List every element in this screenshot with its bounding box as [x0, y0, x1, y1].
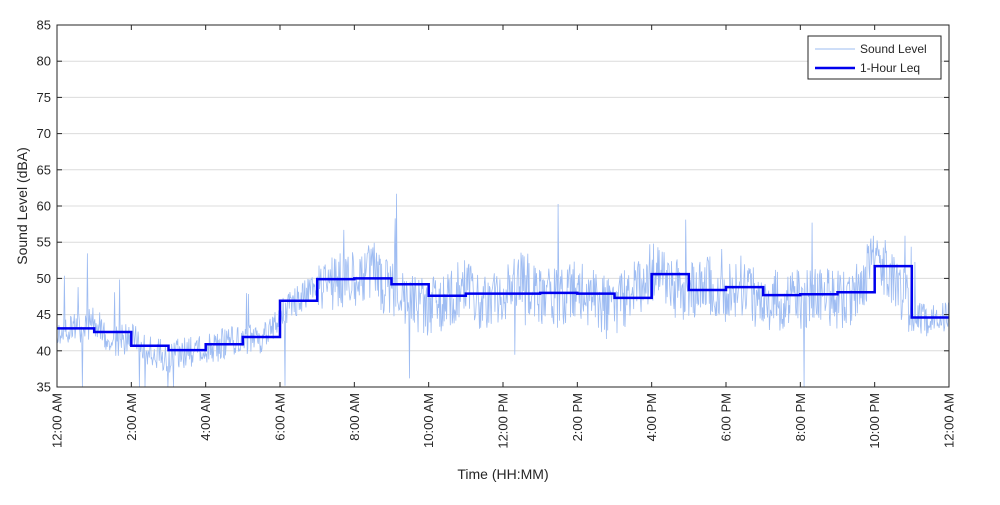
y-tick-label: 85: [37, 18, 51, 33]
x-tick-label: 6:00 PM: [719, 393, 734, 441]
y-tick-label: 55: [37, 235, 51, 250]
legend-sound-level-label: Sound Level: [860, 42, 927, 56]
sound-level-line: [56, 193, 950, 388]
y-tick-label: 65: [37, 162, 51, 177]
legend-leq-label: 1-Hour Leq: [860, 61, 920, 75]
x-tick-label: 6:00 AM: [273, 393, 288, 441]
x-tick-label: 12:00 AM: [50, 393, 65, 448]
y-tick-label: 50: [37, 271, 51, 286]
legend-box: [807, 35, 942, 80]
legend: Sound Level 1-Hour Leq: [807, 35, 942, 80]
axis-ticks: 35 40 45 50 55 60 65 70 75 80 85 12:00 AM 2:00 AM 4:0…: [37, 18, 957, 449]
y-axis-title: Sound Level (dBA): [14, 147, 30, 265]
y-tick-label: 80: [37, 54, 51, 69]
leq-step-line: [57, 264, 949, 352]
x-tick-label: 2:00 AM: [124, 393, 139, 441]
series-group: [56, 193, 950, 388]
x-tick-label: 8:00 PM: [793, 393, 808, 441]
x-tick-label: 4:00 AM: [198, 393, 213, 441]
y-tick-label: 45: [37, 307, 51, 322]
x-tick-label: 10:00 PM: [867, 393, 882, 449]
x-tick-label: 12:00 PM: [496, 393, 511, 449]
y-tick-label: 60: [37, 199, 51, 214]
y-tick-label: 70: [37, 126, 51, 141]
y-tick-label: 40: [37, 343, 51, 358]
x-tick-label: 4:00 PM: [644, 393, 659, 441]
x-tick-label: 8:00 AM: [347, 393, 362, 441]
x-tick-label: 12:00 AM: [942, 393, 957, 448]
y-tick-label: 35: [37, 380, 51, 395]
x-tick-label: 2:00 PM: [570, 393, 585, 441]
x-tick-label: 10:00 AM: [421, 393, 436, 448]
x-axis-title: Time (HH:MM): [457, 466, 548, 482]
y-tick-label: 75: [37, 90, 51, 105]
